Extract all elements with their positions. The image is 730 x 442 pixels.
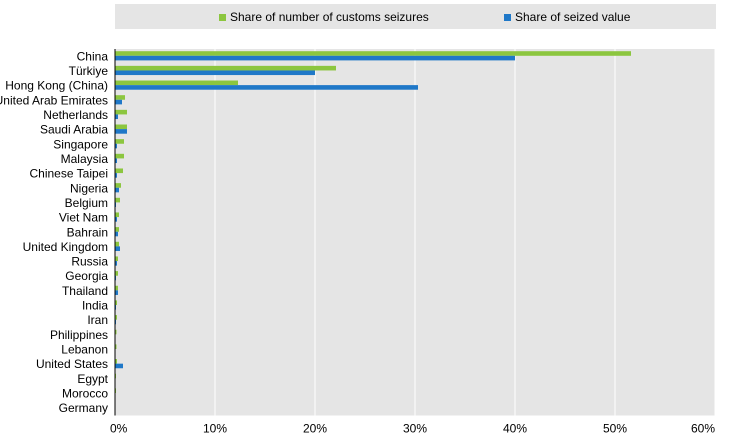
bar-seizures <box>115 212 119 218</box>
bar-value <box>115 85 418 90</box>
category-label: Georgia <box>65 269 108 283</box>
x-tick-label: 0% <box>110 422 128 436</box>
gridlines <box>214 49 716 416</box>
bar-value <box>115 143 117 149</box>
legend-item-value: Share of seized value <box>504 10 630 24</box>
bar-seizures <box>115 300 117 306</box>
category-label: Egypt <box>77 372 108 386</box>
category-label: Iran <box>87 313 108 327</box>
category-label: Türkiye <box>69 64 109 78</box>
bar-value <box>115 363 123 369</box>
bar-value <box>115 114 118 120</box>
x-tick-label: 40% <box>503 422 527 436</box>
category-label: United Arab Emirates <box>0 93 108 107</box>
category-label: Belgium <box>65 196 108 210</box>
bar-seizures <box>115 329 117 335</box>
bar-seizures <box>115 285 118 291</box>
category-label: Morocco <box>62 387 108 401</box>
category-label: China <box>77 49 109 63</box>
bar-seizures <box>115 344 117 349</box>
category-label: Bahrain <box>67 225 108 239</box>
bar-value <box>115 173 117 178</box>
bar-value <box>115 99 122 105</box>
category-label: Netherlands <box>43 108 108 122</box>
bar-seizures <box>115 153 124 159</box>
bar-value <box>115 290 118 295</box>
bar-seizures <box>115 271 118 276</box>
bar-seizures <box>115 124 127 130</box>
x-tick-label: 60% <box>691 422 715 436</box>
legend-label-seizures: Share of number of customs seizures <box>230 10 429 24</box>
bar-value <box>115 70 315 76</box>
legend-swatch-value <box>504 13 511 21</box>
bar-seizures <box>115 139 124 144</box>
category-label: Philippines <box>50 328 108 342</box>
bar-seizures <box>115 95 125 100</box>
bar-value <box>115 261 117 266</box>
category-label: Saudi Arabia <box>40 123 108 137</box>
bar-seizures <box>115 256 118 262</box>
category-label: Chinese Taipei <box>30 167 109 181</box>
category-label: Nigeria <box>70 181 108 195</box>
category-label: Russia <box>71 255 108 269</box>
category-label: Thailand <box>62 284 108 298</box>
bar-value <box>115 231 118 237</box>
category-label: Malaysia <box>61 152 109 166</box>
bar-seizures <box>115 315 117 320</box>
category-label: Singapore <box>53 137 108 151</box>
category-label: India <box>82 299 108 313</box>
bar-seizures <box>115 197 120 203</box>
x-tick-label: 50% <box>603 422 627 436</box>
bar-value <box>115 187 119 193</box>
bar-seizures <box>115 65 336 71</box>
category-label: Germany <box>59 401 108 415</box>
category-label: United Kingdom <box>23 240 108 254</box>
bar-seizures <box>115 183 121 188</box>
bar-value <box>115 129 127 134</box>
bar-seizures <box>115 241 119 247</box>
bar-seizures <box>115 80 238 86</box>
bar-seizures <box>115 168 123 174</box>
x-tick-labels: 0% 10% 20% 30% 40% 50% 60% <box>110 422 715 436</box>
bar-seizures <box>115 51 631 56</box>
category-label: Hong Kong (China) <box>5 79 108 93</box>
legend: Share of number of customs seizures Shar… <box>115 4 716 29</box>
legend-item-seizures: Share of number of customs seizures <box>219 10 429 24</box>
bar-seizures <box>115 109 127 115</box>
bar-seizures <box>115 359 117 364</box>
legend-label-value: Share of seized value <box>515 10 631 24</box>
category-label: United States <box>36 357 108 371</box>
x-tick-label: 10% <box>203 422 227 436</box>
bars <box>115 51 631 413</box>
bar-seizures <box>115 227 119 232</box>
category-label: Viet Nam <box>59 211 108 225</box>
bar-value <box>115 246 120 251</box>
bar-value <box>115 217 117 222</box>
legend-swatch-seizures <box>219 13 226 21</box>
bar-value <box>115 55 515 61</box>
category-label: Lebanon <box>61 343 108 357</box>
bar-value <box>115 158 117 164</box>
x-tick-label: 20% <box>303 422 327 436</box>
x-tick-label: 30% <box>403 422 427 436</box>
